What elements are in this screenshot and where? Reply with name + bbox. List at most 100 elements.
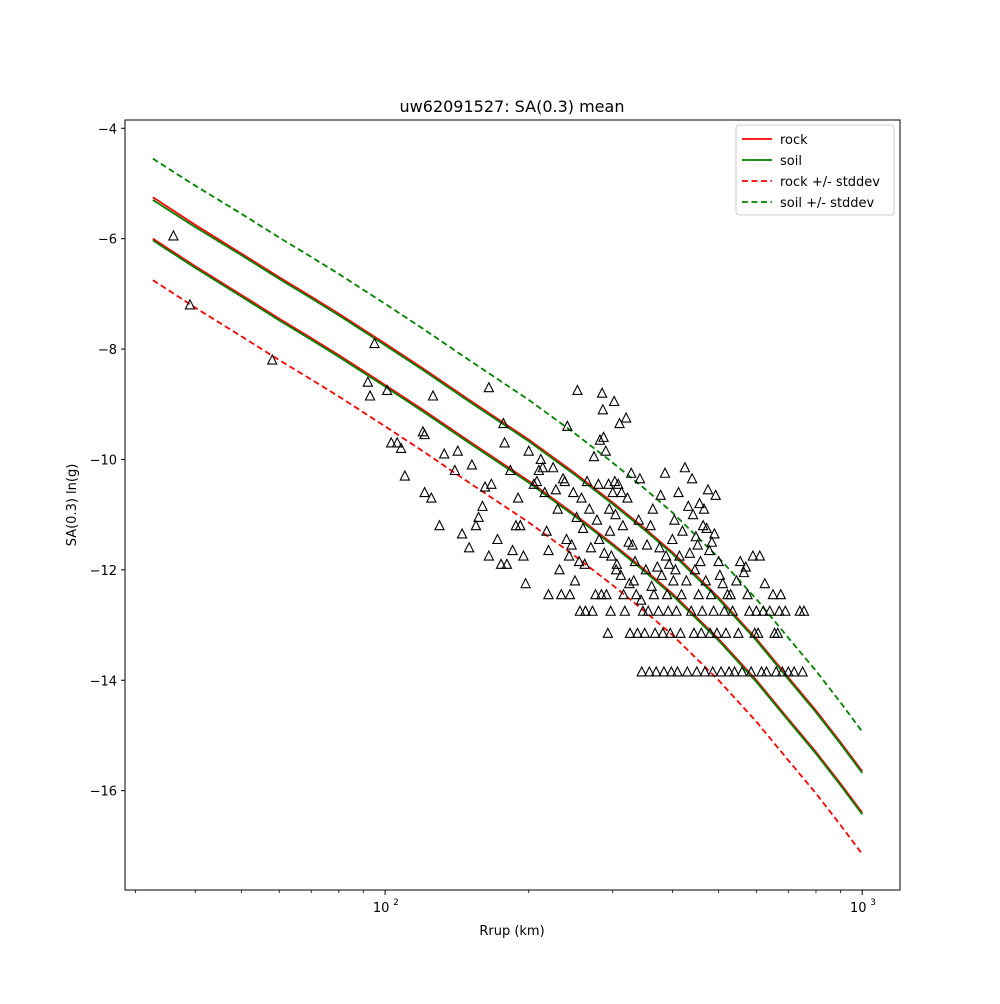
observation-point	[702, 483, 714, 495]
observation-point	[514, 519, 526, 531]
series-line-soil-upper	[152, 199, 863, 774]
observation-point	[742, 588, 754, 600]
observation-point	[779, 605, 791, 616]
observation-point	[634, 472, 646, 484]
observation-point	[627, 538, 638, 550]
observation-point	[740, 560, 752, 572]
x-tick-label: 10	[373, 901, 390, 916]
observation-point	[501, 558, 513, 569]
observation-point	[598, 431, 610, 442]
observation-point	[682, 500, 694, 511]
observation-point	[798, 605, 810, 616]
observation-point	[710, 489, 722, 500]
observation-point	[452, 444, 464, 456]
observation-point	[772, 627, 784, 638]
observation-point	[588, 450, 600, 462]
observation-point	[703, 544, 715, 556]
observation-point	[539, 486, 551, 498]
x-axis-label: Rrup (km)	[479, 924, 544, 939]
observation-point	[782, 665, 794, 677]
legend-label: soil +/- stddev	[780, 196, 875, 211]
observation-point	[624, 627, 636, 638]
observation-point	[615, 569, 627, 580]
observation-point	[385, 436, 397, 448]
observation-point	[667, 574, 679, 586]
observation-point	[670, 605, 682, 616]
observation-point	[696, 605, 708, 616]
observation-point	[688, 627, 700, 638]
observation-point	[773, 605, 785, 616]
observation-point	[585, 541, 597, 553]
observation-point	[654, 541, 666, 553]
observation-point	[567, 486, 579, 498]
observations-layer	[167, 229, 810, 677]
observation-point	[594, 433, 606, 445]
observation-point	[708, 605, 720, 616]
observation-point	[391, 436, 403, 448]
observation-point	[707, 665, 719, 677]
observation-point	[610, 563, 622, 575]
observation-point	[628, 574, 640, 586]
y-tick-label: −16	[90, 785, 117, 800]
observation-point	[671, 665, 683, 677]
observation-point	[675, 588, 687, 600]
observation-point	[597, 403, 609, 415]
observation-point	[581, 475, 593, 487]
observation-point	[552, 502, 564, 514]
observation-point	[759, 577, 771, 589]
series-line-rock-lower	[152, 237, 863, 814]
observation-point	[694, 497, 706, 509]
observation-point	[690, 530, 702, 542]
observation-point	[583, 502, 595, 514]
observation-point	[637, 605, 649, 616]
observation-point	[713, 555, 725, 567]
observation-point	[757, 605, 769, 616]
observation-point	[775, 588, 787, 600]
observation-point	[633, 513, 645, 525]
observation-point	[520, 577, 532, 589]
observation-point	[517, 549, 529, 561]
observation-point	[708, 527, 720, 539]
observation-point	[705, 588, 717, 600]
observation-point	[607, 486, 619, 498]
observation-point	[609, 508, 621, 520]
legend-label: soil	[780, 154, 802, 169]
observation-point	[542, 588, 554, 600]
observation-point	[687, 508, 699, 520]
observation-point	[621, 491, 633, 503]
observation-point	[646, 580, 658, 591]
observation-point	[641, 538, 653, 550]
observation-point	[364, 389, 376, 401]
observation-point	[533, 464, 545, 476]
observation-point	[600, 588, 612, 600]
observation-point	[563, 549, 575, 561]
observation-point	[686, 472, 698, 484]
observation-point	[485, 478, 497, 489]
observation-point	[602, 627, 614, 638]
observation-point	[523, 444, 535, 456]
observation-point	[586, 605, 598, 616]
observation-point	[537, 461, 549, 473]
observation-point	[466, 458, 478, 470]
observation-point	[449, 464, 461, 476]
observation-point	[662, 605, 674, 616]
observation-point	[681, 665, 693, 677]
observation-point	[752, 627, 764, 638]
observation-point	[673, 549, 685, 561]
y-tick-label: −12	[90, 564, 117, 579]
x-tick-label: 10	[850, 901, 867, 916]
observation-point	[704, 627, 716, 638]
observation-point	[656, 569, 668, 580]
observation-point	[680, 574, 692, 586]
observation-point	[720, 627, 732, 638]
x-tick-exponent: 3	[870, 898, 876, 908]
observation-point	[571, 511, 583, 522]
observation-point	[711, 627, 723, 638]
observation-point	[649, 627, 661, 638]
observation-point	[542, 544, 554, 556]
observation-point	[645, 519, 657, 531]
observation-point	[760, 665, 772, 677]
observation-point	[425, 491, 437, 503]
observation-point	[528, 478, 540, 489]
